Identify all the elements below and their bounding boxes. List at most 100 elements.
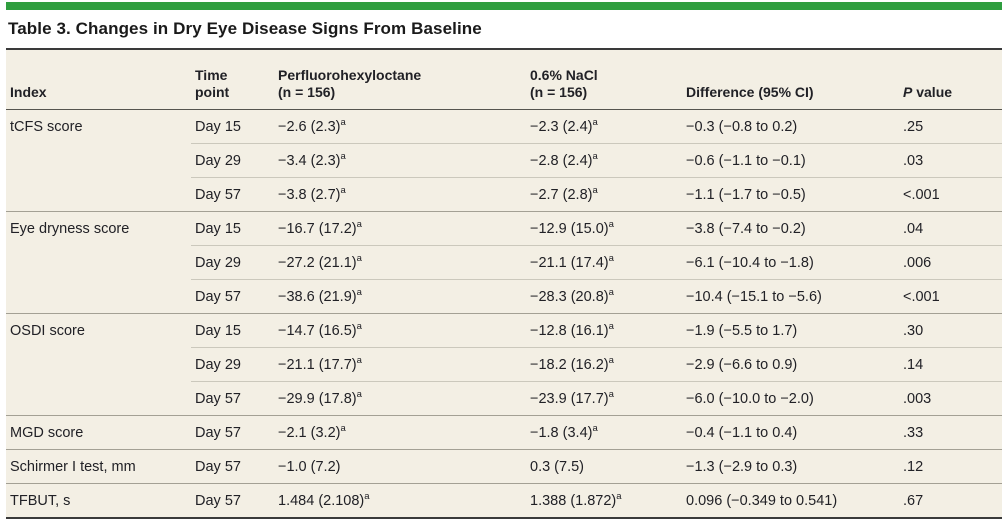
timepoint-cell: Day 57 <box>191 177 274 212</box>
timepoint-cell: Day 57 <box>191 483 274 519</box>
pfho-value-cell: −3.4 (2.3)a <box>274 143 526 178</box>
table-row: Eye dryness score Day 15 −16.7 (17.2)a −… <box>6 211 1002 246</box>
nacl-value-cell: −2.8 (2.4)a <box>526 143 682 178</box>
dry-eye-signs-table: Index Time point Perfluorohexyloctane (n… <box>6 48 1002 519</box>
footnote-marker: a <box>616 490 622 502</box>
nacl-value-cell: −18.2 (16.2)a <box>526 347 682 382</box>
nacl-value-cell: −12.9 (15.0)a <box>526 211 682 246</box>
timepoint-cell: Day 15 <box>191 211 274 246</box>
pfho-value-cell: −21.1 (17.7)a <box>274 347 526 382</box>
pfho-value-cell: −29.9 (17.8)a <box>274 381 526 416</box>
footnote-marker: a <box>340 150 346 162</box>
column-header-timepoint: Time point <box>191 48 274 110</box>
table-row: Day 57 −29.9 (17.8)a −23.9 (17.7)a −6.0 … <box>6 381 1002 416</box>
timepoint-cell: Day 29 <box>191 245 274 280</box>
pvalue-header-rest: value <box>912 83 953 100</box>
table-body: tCFS score Day 15 −2.6 (2.3)a −2.3 (2.4)… <box>6 109 1002 519</box>
pvalue-cell: <.001 <box>899 279 1002 314</box>
footnote-marker: a <box>356 218 362 230</box>
difference-cell: −3.8 (−7.4 to −0.2) <box>682 211 899 246</box>
column-header-difference: Difference (95% CI) <box>682 48 899 110</box>
journal-table: Table 3. Changes in Dry Eye Disease Sign… <box>6 2 1002 519</box>
footnote-marker: a <box>340 116 346 128</box>
footnote-marker: a <box>608 354 614 366</box>
pfho-value-cell: −16.7 (17.2)a <box>274 211 526 246</box>
pvalue-header-italic-p: P <box>903 83 913 100</box>
pvalue-cell: .003 <box>899 381 1002 416</box>
pvalue-cell: .30 <box>899 313 1002 348</box>
index-cell <box>6 143 191 178</box>
table-accent-bar <box>6 2 1002 10</box>
table-row: OSDI score Day 15 −14.7 (16.5)a −12.8 (1… <box>6 313 1002 348</box>
pvalue-cell: <.001 <box>899 177 1002 212</box>
table-row: Day 29 −3.4 (2.3)a −2.8 (2.4)a −0.6 (−1.… <box>6 143 1002 178</box>
pfho-value-cell: −3.8 (2.7)a <box>274 177 526 212</box>
pvalue-cell: .14 <box>899 347 1002 382</box>
footnote-marker: a <box>356 286 362 298</box>
difference-cell: −6.0 (−10.0 to −2.0) <box>682 381 899 416</box>
footnote-marker: a <box>592 116 598 128</box>
table-row: Day 57 −38.6 (21.9)a −28.3 (20.8)a −10.4… <box>6 279 1002 314</box>
timepoint-cell: Day 15 <box>191 109 274 144</box>
difference-cell: −1.1 (−1.7 to −0.5) <box>682 177 899 212</box>
timepoint-cell: Day 57 <box>191 279 274 314</box>
nacl-value-cell: −1.8 (3.4)a <box>526 415 682 450</box>
footnote-marker: a <box>356 252 362 264</box>
table-row: MGD score Day 57 −2.1 (3.2)a −1.8 (3.4)a… <box>6 415 1002 450</box>
column-header-perfluorohexyloctane: Perfluorohexyloctane (n = 156) <box>274 48 526 110</box>
table-row: Day 29 −21.1 (17.7)a −18.2 (16.2)a −2.9 … <box>6 347 1002 382</box>
index-cell: MGD score <box>6 415 191 450</box>
index-cell <box>6 347 191 382</box>
difference-cell: −2.9 (−6.6 to 0.9) <box>682 347 899 382</box>
footnote-marker: a <box>608 218 614 230</box>
footnote-marker: a <box>340 422 346 434</box>
difference-cell: −10.4 (−15.1 to −5.6) <box>682 279 899 314</box>
pvalue-cell: .33 <box>899 415 1002 450</box>
nacl-value-cell: −23.9 (17.7)a <box>526 381 682 416</box>
pvalue-cell: .67 <box>899 483 1002 519</box>
index-cell <box>6 177 191 212</box>
footnote-marker: a <box>608 388 614 400</box>
timepoint-cell: Day 29 <box>191 143 274 178</box>
table-row: tCFS score Day 15 −2.6 (2.3)a −2.3 (2.4)… <box>6 109 1002 144</box>
table-row: Day 29 −27.2 (21.1)a −21.1 (17.4)a −6.1 … <box>6 245 1002 280</box>
difference-cell: −0.6 (−1.1 to −0.1) <box>682 143 899 178</box>
nacl-value-cell: −2.3 (2.4)a <box>526 109 682 144</box>
index-cell <box>6 245 191 280</box>
difference-cell: −0.4 (−1.1 to 0.4) <box>682 415 899 450</box>
footnote-marker: a <box>608 252 614 264</box>
difference-cell: −1.3 (−2.9 to 0.3) <box>682 449 899 484</box>
nacl-value-cell: 0.3 (7.5) <box>526 449 682 484</box>
index-cell: tCFS score <box>6 109 191 144</box>
column-header-nacl: 0.6% NaCl (n = 156) <box>526 48 682 110</box>
timepoint-cell: Day 57 <box>191 449 274 484</box>
footnote-marker: a <box>592 150 598 162</box>
table-row: TFBUT, s Day 57 1.484 (2.108)a 1.388 (1.… <box>6 483 1002 519</box>
pvalue-cell: .12 <box>899 449 1002 484</box>
footnote-marker: a <box>592 184 598 196</box>
pfho-value-cell: −2.1 (3.2)a <box>274 415 526 450</box>
table-header-row: Index Time point Perfluorohexyloctane (n… <box>6 48 1002 110</box>
timepoint-cell: Day 57 <box>191 381 274 416</box>
column-header-pvalue: P value <box>899 48 1002 110</box>
index-cell <box>6 279 191 314</box>
nacl-value-cell: −12.8 (16.1)a <box>526 313 682 348</box>
timepoint-cell: Day 29 <box>191 347 274 382</box>
table-row: Day 57 −3.8 (2.7)a −2.7 (2.8)a −1.1 (−1.… <box>6 177 1002 212</box>
difference-cell: −0.3 (−0.8 to 0.2) <box>682 109 899 144</box>
pfho-value-cell: −2.6 (2.3)a <box>274 109 526 144</box>
pvalue-cell: .03 <box>899 143 1002 178</box>
footnote-marker: a <box>356 354 362 366</box>
index-cell: OSDI score <box>6 313 191 348</box>
timepoint-cell: Day 15 <box>191 313 274 348</box>
footnote-marker: a <box>364 490 370 502</box>
table-title: Table 3. Changes in Dry Eye Disease Sign… <box>8 19 482 38</box>
footnote-marker: a <box>356 388 362 400</box>
column-header-index: Index <box>6 48 191 110</box>
table-row: Schirmer I test, mm Day 57 −1.0 (7.2) 0.… <box>6 449 1002 484</box>
nacl-value-cell: −28.3 (20.8)a <box>526 279 682 314</box>
pfho-value-cell: −38.6 (21.9)a <box>274 279 526 314</box>
nacl-value-cell: −21.1 (17.4)a <box>526 245 682 280</box>
pfho-value-cell: −1.0 (7.2) <box>274 449 526 484</box>
index-cell: Schirmer I test, mm <box>6 449 191 484</box>
